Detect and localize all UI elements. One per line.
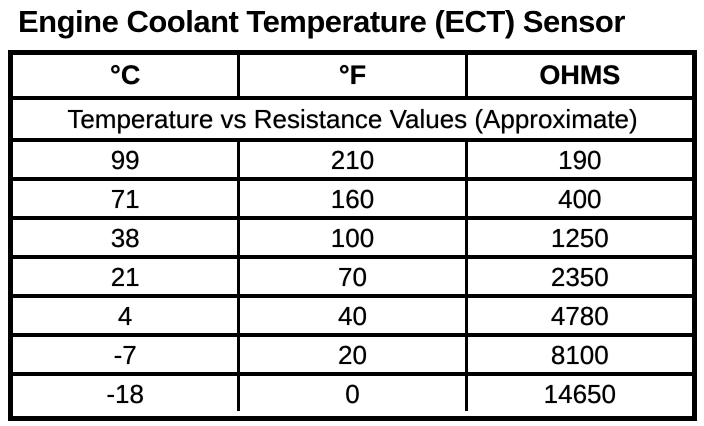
cell-ohms: 1250 bbox=[464, 220, 692, 255]
cell-fahrenheit: 160 bbox=[237, 181, 464, 216]
cell-celsius: -7 bbox=[113, 339, 137, 370]
table-row: -7 20 8100 bbox=[13, 333, 692, 372]
table-row: 38 100 1250 bbox=[13, 216, 692, 255]
cell-celsius: 99 bbox=[110, 144, 140, 175]
table-header-row: °C °F OHMS bbox=[13, 55, 692, 96]
cell-fahrenheit: 40 bbox=[237, 298, 464, 333]
cell-fahrenheit: 210 bbox=[237, 142, 464, 177]
table-row: 4 40 4780 bbox=[13, 294, 692, 333]
cell-celsius: 4 bbox=[117, 300, 133, 331]
cell-fahrenheit: 0 bbox=[237, 376, 464, 411]
table-row: 71 160 400 bbox=[13, 177, 692, 216]
cell-fahrenheit: 20 bbox=[237, 337, 464, 372]
column-header-celsius: °C bbox=[110, 60, 141, 90]
table-subtitle: Temperature vs Resistance Values (Approx… bbox=[67, 104, 638, 134]
table-row: 21 70 2350 bbox=[13, 255, 692, 294]
table-subtitle-row: Temperature vs Resistance Values (Approx… bbox=[13, 96, 692, 138]
cell-ohms: 14650 bbox=[464, 376, 692, 411]
column-header-fahrenheit: °F bbox=[237, 55, 464, 96]
cell-celsius: 21 bbox=[110, 261, 140, 292]
cell-fahrenheit: 70 bbox=[237, 259, 464, 294]
cell-ohms: 8100 bbox=[464, 337, 692, 372]
cell-fahrenheit: 100 bbox=[237, 220, 464, 255]
cell-celsius: 38 bbox=[110, 222, 140, 253]
cell-ohms: 400 bbox=[464, 181, 692, 216]
cell-celsius: 71 bbox=[110, 183, 140, 214]
page-title: Engine Coolant Temperature (ECT) Sensor bbox=[18, 4, 625, 39]
table-row: 99 210 190 bbox=[13, 138, 692, 177]
table-row: -18 0 14650 bbox=[13, 372, 692, 411]
column-header-ohms: OHMS bbox=[464, 55, 692, 96]
ect-temperature-resistance-table: °C °F OHMS Temperature vs Resistance Val… bbox=[8, 50, 697, 421]
cell-celsius: -18 bbox=[106, 378, 144, 409]
cell-ohms: 190 bbox=[464, 142, 692, 177]
cell-ohms: 2350 bbox=[464, 259, 692, 294]
cell-ohms: 4780 bbox=[464, 298, 692, 333]
